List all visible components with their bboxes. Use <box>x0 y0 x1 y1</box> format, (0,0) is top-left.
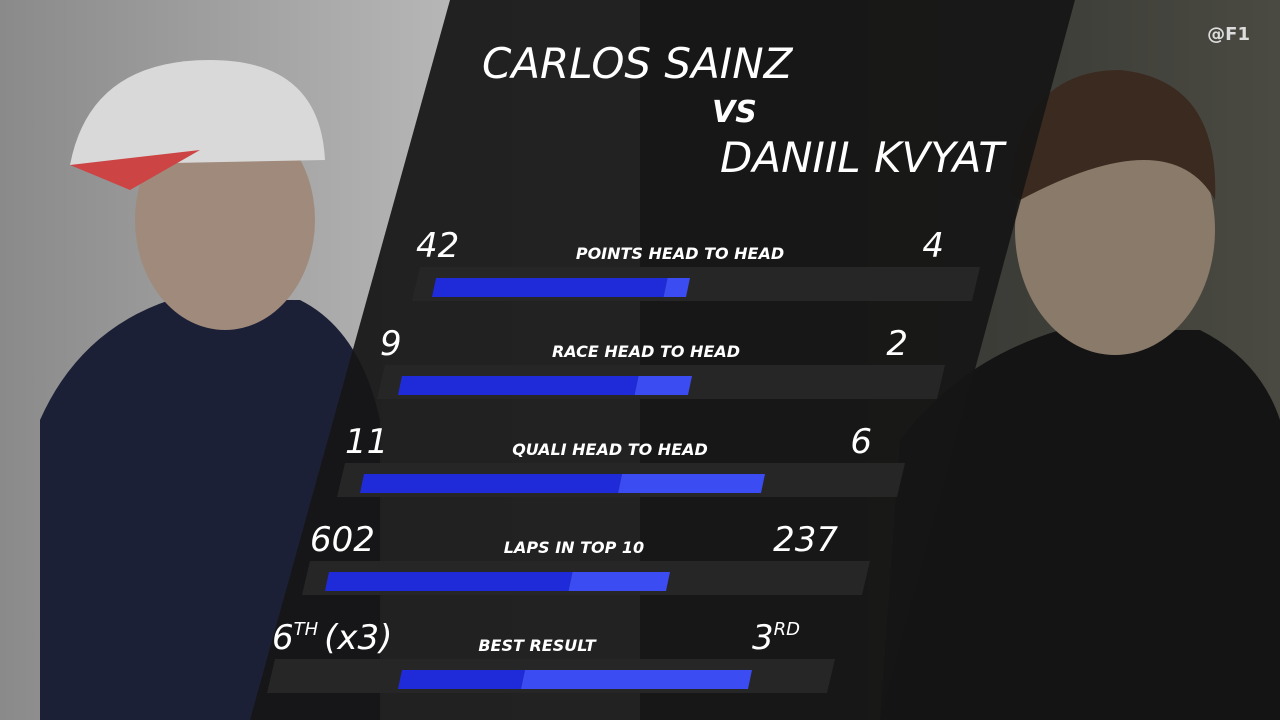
bar-left <box>432 278 668 297</box>
left-value: 6TH (x3) <box>272 618 392 658</box>
right-value: 2 <box>886 324 908 364</box>
right-value: 4 <box>922 226 944 266</box>
bar-right <box>618 474 765 493</box>
bar-right <box>568 572 670 591</box>
value-part: TH <box>294 619 319 640</box>
value-part: 6 <box>272 618 294 658</box>
value-part: (x3) <box>324 618 392 658</box>
driver-right: DANIIL KVYAT <box>720 133 1007 182</box>
panel <box>250 0 1075 720</box>
bar-left <box>398 376 639 395</box>
left-driver <box>40 60 380 720</box>
right-value: 3RD <box>752 618 800 658</box>
value-part: RD <box>774 619 800 640</box>
bar-right <box>634 376 692 395</box>
left-value: 602 <box>310 520 375 560</box>
stat-label: POINTS HEAD TO HEAD <box>576 244 784 263</box>
value-part: 3 <box>752 618 774 658</box>
left-value: 11 <box>345 422 388 462</box>
right-value: 6 <box>850 422 872 462</box>
right-driver <box>880 70 1280 720</box>
stat-label: BEST RESULT <box>478 636 596 655</box>
versus: VS <box>712 95 757 130</box>
bar-left <box>325 572 573 591</box>
bar-left <box>398 670 525 689</box>
driver-left: CARLOS SAINZ <box>482 39 794 88</box>
stat-label: QUALI HEAD TO HEAD <box>512 440 708 459</box>
stat-label: RACE HEAD TO HEAD <box>552 342 740 361</box>
left-value: 9 <box>380 324 402 364</box>
left-value: 42 <box>416 226 459 266</box>
handle: @F1 <box>1207 24 1250 45</box>
right-value: 237 <box>773 520 838 560</box>
bar-right <box>663 278 690 297</box>
bar-right <box>521 670 752 689</box>
stat-label: LAPS IN TOP 10 <box>504 538 644 557</box>
bar-left <box>360 474 623 493</box>
